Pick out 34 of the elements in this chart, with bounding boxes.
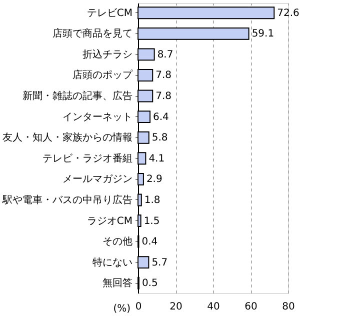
- x-axis-title: (%): [113, 304, 131, 314]
- y-tick-label: 新聞・雑誌の記事、広告: [22, 90, 132, 102]
- x-tick-label: 60: [244, 302, 258, 312]
- data-label: 0.4: [142, 236, 158, 248]
- y-tick-label: 店頭のポップ: [72, 69, 134, 82]
- y-tick-label: 特にない: [92, 256, 132, 268]
- data-label: 8.7: [157, 49, 174, 60]
- y-tick-label: 無回答: [102, 277, 132, 290]
- y-tick-label: 友人・知人・家族からの情報: [2, 132, 132, 144]
- y-tick-label: 折込チラシ: [82, 48, 132, 60]
- y-tick-label: テレビCM: [86, 8, 132, 19]
- y-tick-label: テレビ・ラジオ番組: [42, 152, 132, 164]
- data-label: 1.5: [144, 216, 160, 227]
- x-tick-label: 20: [170, 302, 182, 312]
- data-label: 2.9: [146, 174, 162, 186]
- data-label: 7.8: [156, 91, 172, 102]
- data-label: 5.7: [152, 257, 168, 268]
- data-label: 59.1: [252, 28, 274, 40]
- data-label: 0.5: [142, 278, 158, 290]
- x-tick-label: 40: [207, 302, 220, 312]
- y-tick-label: その他: [102, 236, 132, 248]
- data-label: 72.6: [277, 8, 300, 19]
- x-tick-label: 80: [282, 302, 295, 312]
- data-label: 1.8: [144, 194, 160, 206]
- y-tick-label: 駅や電車・バスの中吊り広告: [2, 194, 132, 206]
- y-tick-label: 店頭で商品を見て: [52, 28, 132, 40]
- data-label: 4.1: [148, 153, 165, 164]
- data-label: 6.4: [153, 112, 169, 123]
- x-tick-label: 0: [135, 302, 142, 312]
- y-tick-label: ラジオCM: [86, 216, 132, 227]
- y-tick-label: インターネット: [62, 112, 132, 123]
- y-tick-label: メールマガジン: [62, 174, 132, 186]
- data-label: 7.8: [156, 70, 172, 82]
- data-label: 5.8: [152, 132, 168, 144]
